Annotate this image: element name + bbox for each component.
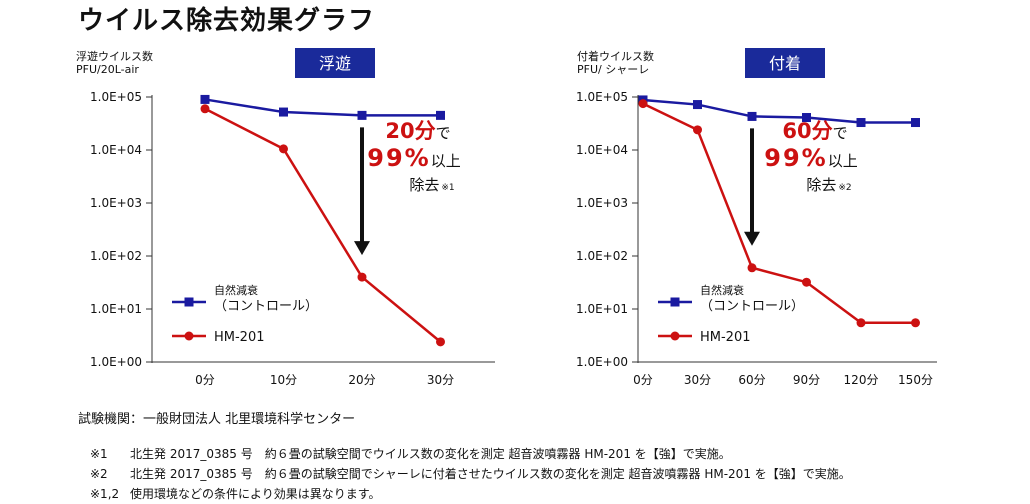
y-axis-label: PFU/20L-air (76, 63, 139, 76)
legend-label: 自然減衰 (214, 283, 258, 297)
data-point (357, 272, 367, 282)
x-tick-label: 90分 (793, 373, 820, 387)
series-line (204, 98, 441, 117)
annotation-removal: 除去 (409, 176, 439, 194)
y-tick-label: 1.0E+03 (576, 196, 628, 210)
annotation-note: ※1 (441, 183, 454, 193)
data-point (279, 107, 288, 117)
y-axis-label: 浮遊ウイルス数 (76, 49, 153, 63)
y-tick-label: 1.0E+05 (576, 90, 628, 104)
x-tick-label: 30分 (684, 373, 711, 387)
annotation-removal: 除去 (806, 176, 836, 194)
data-point (747, 263, 757, 273)
legend-label: （コントロール） (700, 299, 804, 314)
data-point (856, 318, 866, 328)
x-tick-label: 150分 (898, 373, 933, 387)
x-tick-label: 0分 (195, 373, 215, 387)
y-tick-label: 1.0E+04 (90, 143, 142, 157)
data-point (911, 118, 920, 128)
annotation-suffix: で (833, 124, 848, 142)
data-point (200, 94, 210, 104)
data-point (911, 318, 920, 328)
y-tick-label: 1.0E+01 (90, 302, 142, 316)
footnote-3-mark: ※1,2 (90, 487, 120, 501)
x-tick-label: 10分 (270, 373, 297, 387)
chart-badge (295, 48, 375, 78)
footnote-1-text: 北生発 2017_0385 号 約６畳の試験空間でウイルス数の変化を測定 超音波… (130, 447, 731, 461)
y-tick-label: 1.0E+04 (576, 143, 628, 157)
data-point (802, 113, 811, 123)
legend-label: HM-201 (214, 330, 265, 345)
footnote-2-text: 北生発 2017_0385 号 約６畳の試験空間でシャーレに付着させたウイルス数… (130, 467, 851, 481)
x-tick-label: 30分 (427, 373, 454, 387)
legend-label: （コントロール） (214, 299, 318, 314)
data-point (693, 125, 702, 135)
x-tick-label: 0分 (633, 373, 653, 387)
footnote-2-mark: ※2 (90, 467, 108, 481)
footnote-1-mark: ※1 (90, 447, 108, 461)
annotation-line-2: 99%以上 (367, 144, 460, 172)
y-tick-label: 1.0E+05 (90, 90, 142, 104)
data-point (436, 110, 445, 120)
data-point (802, 277, 811, 287)
data-point (747, 111, 757, 121)
legend-marker (184, 297, 194, 307)
x-tick-label: 60分 (738, 373, 765, 387)
y-tick-label: 1.0E+01 (576, 302, 628, 316)
footnote-3: ※1,2 使用環境などの条件により効果は異なります。 (90, 485, 381, 502)
annotation-time: 20分 (385, 119, 435, 143)
legend-label: 自然減衰 (700, 283, 744, 297)
annotation-suffix: 以上 (828, 152, 858, 170)
series-line (204, 107, 442, 343)
annotation-line-3: 除去 ※1 (409, 176, 454, 194)
test-institution: 試験機関：一般財団法人 北里環境科学センター (78, 412, 356, 427)
y-axis-label: PFU/ シャーレ (577, 63, 649, 76)
annotation-line-1: 60分で (782, 119, 847, 143)
page-title: ウイルス除去効果グラフ (78, 6, 376, 36)
data-point (279, 144, 288, 154)
data-point (200, 104, 210, 114)
y-tick-label: 1.0E+00 (90, 355, 142, 369)
y-tick-label: 1.0E+02 (90, 249, 142, 263)
annotation-line-3: 除去 ※2 (806, 176, 851, 194)
footnote-3-text: 使用環境などの条件により効果は異なります。 (130, 487, 381, 501)
footnote-1: ※1 北生発 2017_0385 号 約６畳の試験空間でウイルス数の変化を測定 超… (90, 445, 731, 462)
x-tick-label: 120分 (844, 373, 879, 387)
legend-marker (670, 297, 680, 307)
data-point (856, 118, 866, 128)
legend-marker (670, 331, 680, 341)
data-point (357, 110, 367, 120)
series-line (642, 98, 916, 124)
data-point (693, 100, 702, 110)
legend-label: HM-201 (700, 330, 751, 345)
chart-badge-label: 付着 (769, 54, 801, 73)
reduction-arrow-head (744, 231, 760, 246)
annotation-time: 60分 (782, 119, 832, 143)
footnote-2: ※2 北生発 2017_0385 号 約６畳の試験空間でシャーレに付着させたウイル… (90, 465, 851, 482)
y-tick-label: 1.0E+02 (576, 249, 628, 263)
data-point (638, 99, 648, 109)
y-axis-label: 付着ウイルス数 (577, 49, 654, 63)
reduction-arrow-head (354, 241, 370, 256)
annotation-percent: 99% (367, 144, 430, 172)
data-point (436, 337, 445, 347)
annotation-suffix: で (436, 124, 451, 142)
annotation-note: ※2 (838, 183, 851, 193)
chart-badge (745, 48, 825, 78)
annotation-line-1: 20分で (385, 119, 450, 143)
x-tick-label: 20分 (348, 373, 375, 387)
y-tick-label: 1.0E+03 (90, 196, 142, 210)
annotation-percent: 99% (764, 144, 827, 172)
chart-badge-label: 浮遊 (319, 54, 351, 73)
legend-marker (184, 331, 194, 341)
annotation-suffix: 以上 (431, 152, 461, 170)
y-tick-label: 1.0E+00 (576, 355, 628, 369)
annotation-line-2: 99%以上 (764, 144, 857, 172)
series-line (642, 102, 916, 325)
